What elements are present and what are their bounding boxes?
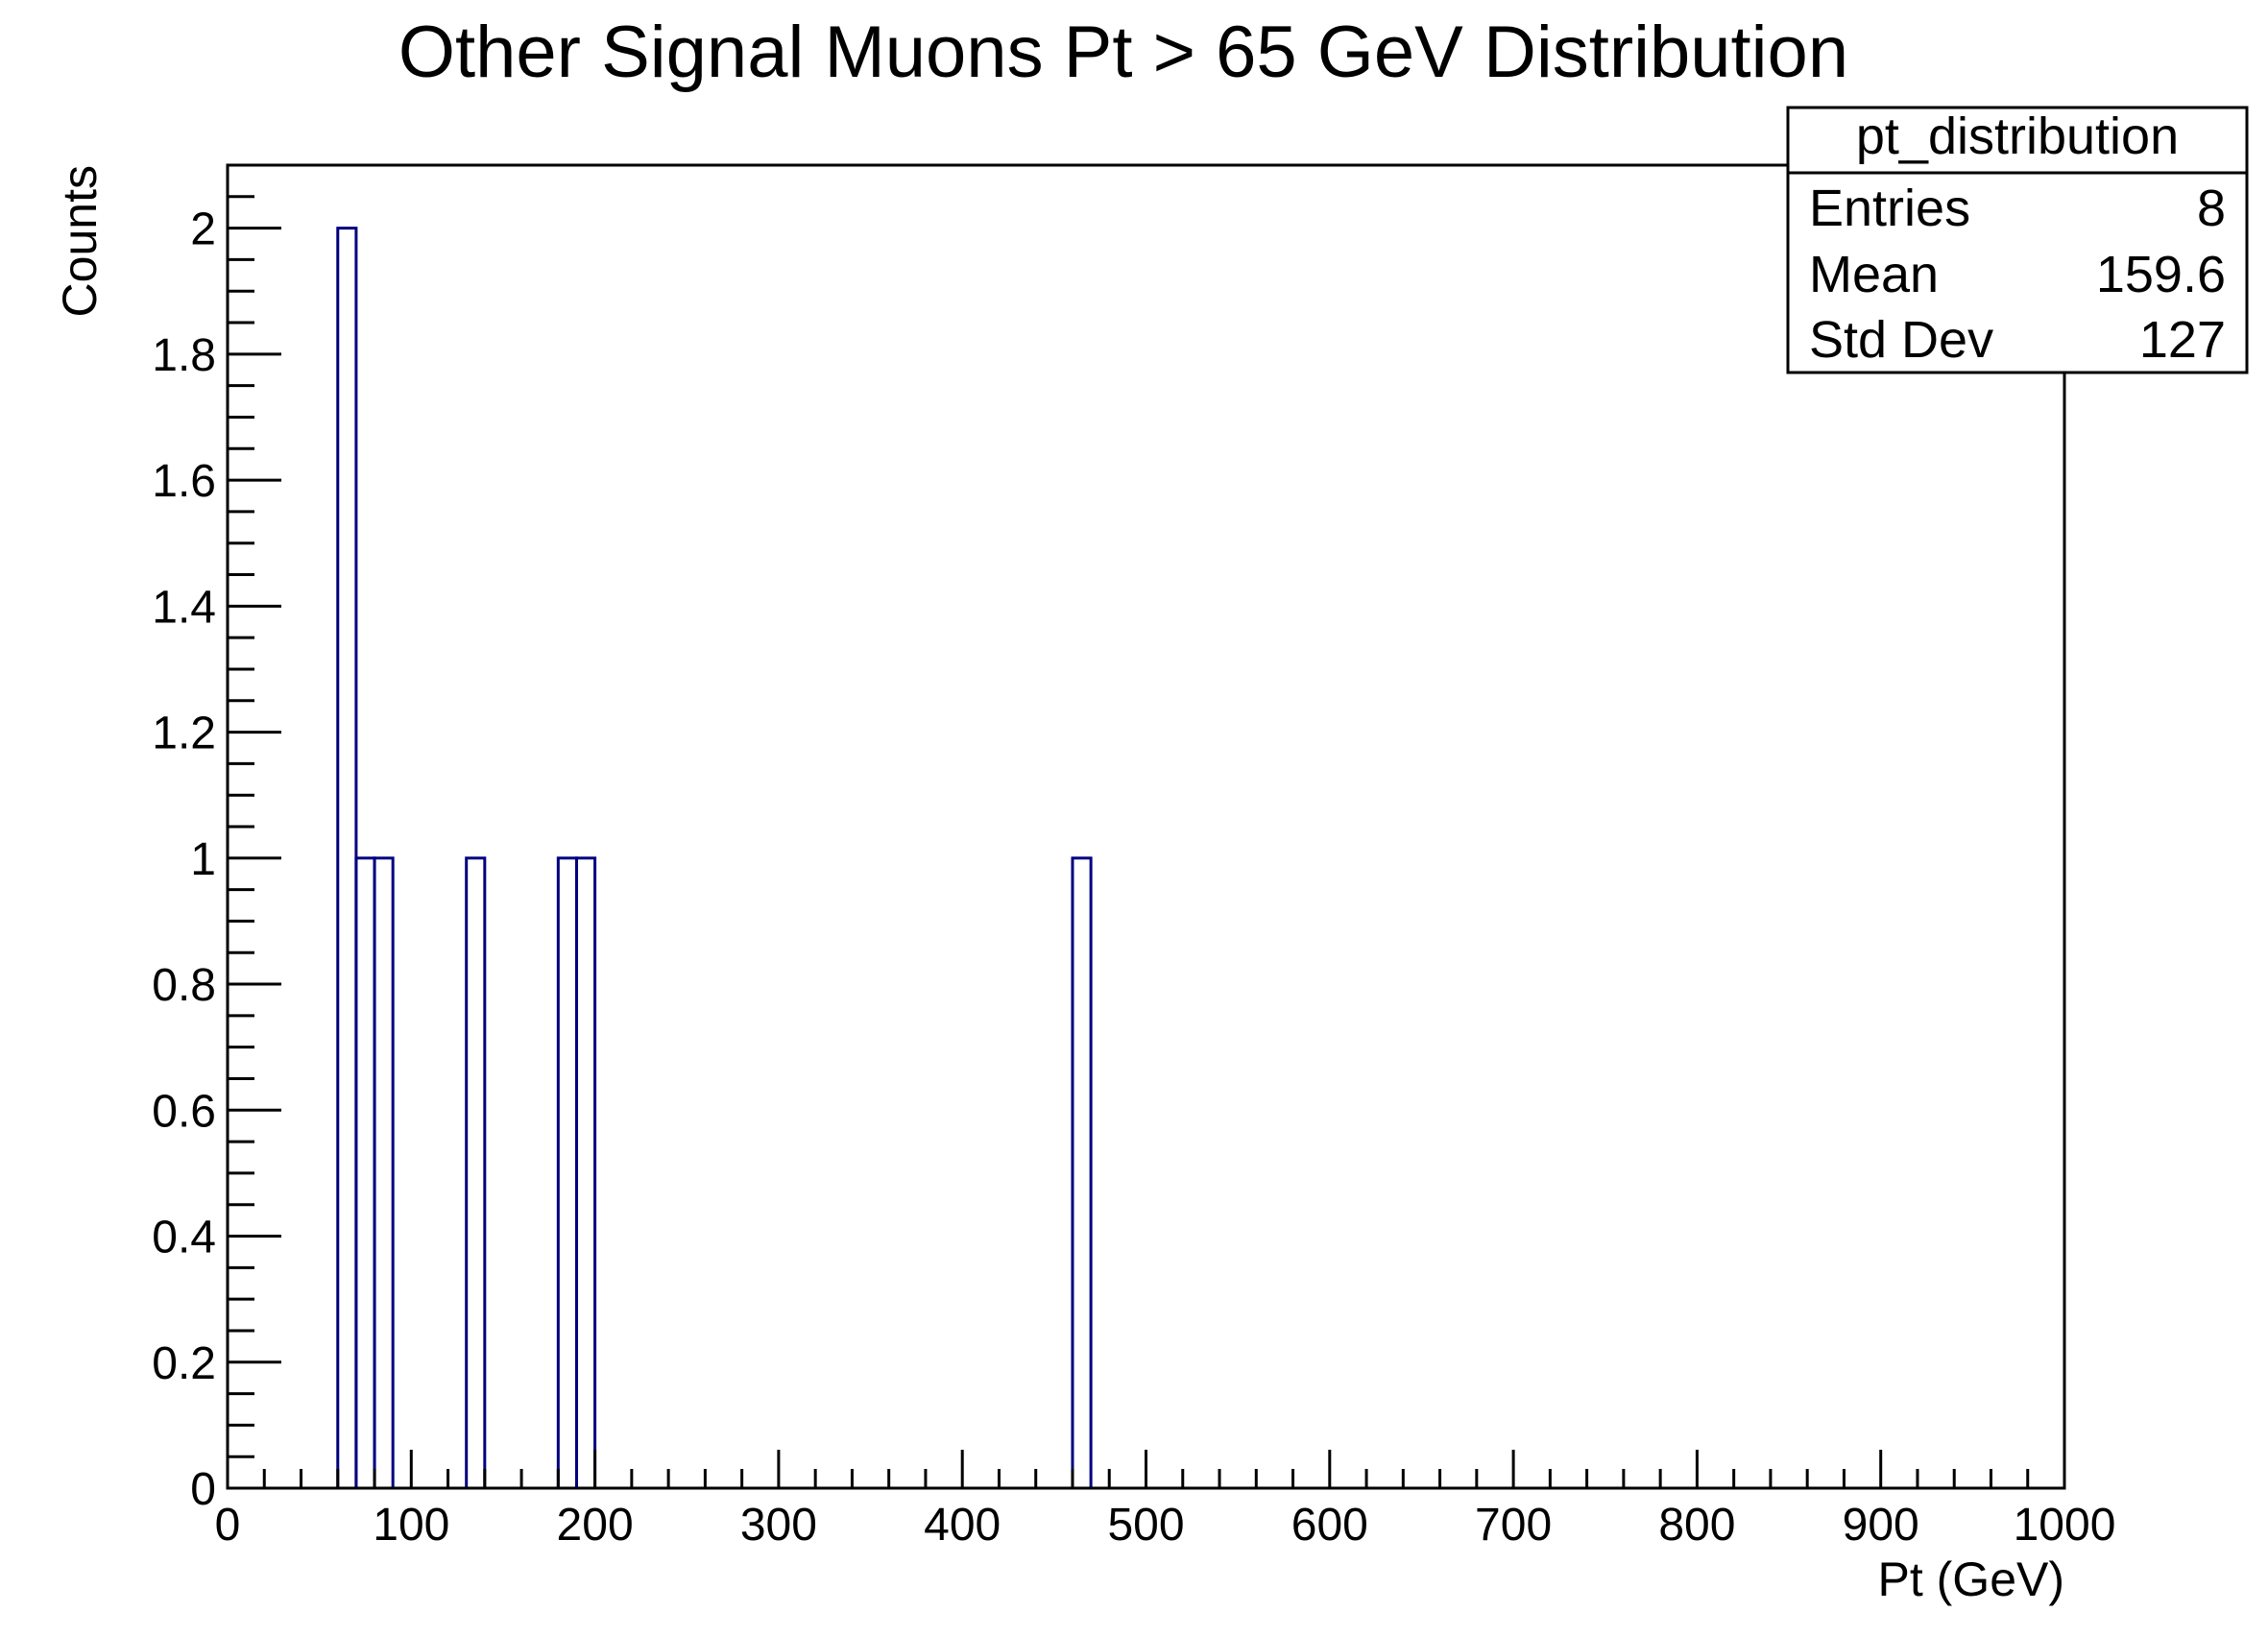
y-tick-label: 1.4 xyxy=(152,582,216,633)
stats-stddev-value: 127 xyxy=(2139,311,2226,369)
stats-mean-value: 159.6 xyxy=(2096,246,2226,303)
histogram-bar-6 xyxy=(1071,856,1093,1488)
histogram-layer xyxy=(336,227,1093,1488)
stats-entries-value: 8 xyxy=(2197,180,2226,237)
histogram-bar-5 xyxy=(574,856,597,1488)
histogram-bar-3 xyxy=(465,856,487,1488)
x-tick-label: 100 xyxy=(373,1500,449,1551)
stats-mean-label: Mean xyxy=(1809,246,1939,303)
x-tick-label: 300 xyxy=(740,1500,817,1551)
x-tick-label: 0 xyxy=(215,1500,241,1551)
stats-name: pt_distribution xyxy=(1856,108,2179,165)
chart-title: Other Signal Muons Pt > 65 GeV Distribut… xyxy=(398,12,1848,93)
stats-stddev-label: Std Dev xyxy=(1809,311,1993,369)
x-tick-label: 800 xyxy=(1658,1500,1735,1551)
x-tick-label: 900 xyxy=(1843,1500,1919,1551)
x-tick-label: 1000 xyxy=(2014,1500,2116,1551)
histogram-bar-1 xyxy=(354,856,376,1488)
x-tick-label: 500 xyxy=(1107,1500,1184,1551)
y-tick-label: 0 xyxy=(190,1464,216,1515)
x-axis-title: Pt (GeV) xyxy=(1878,1552,2064,1606)
y-tick-label: 0.6 xyxy=(152,1086,216,1137)
y-tick-label: 1.6 xyxy=(152,456,216,507)
x-tick-label: 200 xyxy=(557,1500,634,1551)
axis-ticks xyxy=(226,163,2066,1490)
x-tick-label: 600 xyxy=(1291,1500,1368,1551)
stats-box: pt_distribution Entries 8 Mean 159.6 Std… xyxy=(1786,106,2249,374)
y-tick-label: 1 xyxy=(190,834,216,885)
stats-frame xyxy=(1786,106,2249,374)
y-tick-label: 1.8 xyxy=(152,330,216,381)
histogram-bar-2 xyxy=(373,856,395,1488)
tick-labels: 0 100 200 300 400 500 600 700 800 900 1000 0 0.2 0.4 0… xyxy=(152,204,2115,1551)
histogram-bar-4 xyxy=(556,856,578,1488)
y-tick-label: 0.8 xyxy=(152,960,216,1011)
y-tick-label: 1.2 xyxy=(152,709,216,759)
y-tick-label: 0.2 xyxy=(152,1338,216,1389)
histogram-bar-0 xyxy=(336,227,358,1488)
y-tick-label: 2 xyxy=(190,204,216,255)
y-tick-label: 0.4 xyxy=(152,1213,216,1263)
x-tick-label: 700 xyxy=(1475,1500,1552,1551)
stats-entries-label: Entries xyxy=(1809,180,1970,237)
x-tick-label: 400 xyxy=(924,1500,1001,1551)
y-axis-title: Counts xyxy=(53,165,107,317)
